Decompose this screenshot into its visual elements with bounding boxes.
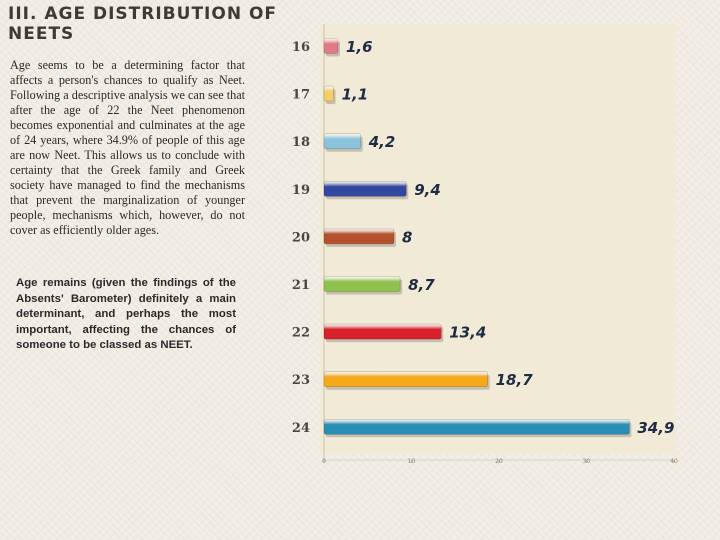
x-tick-label: 20 (495, 458, 503, 465)
category-label: 19 (292, 183, 310, 198)
value-label: 9,4 (414, 181, 441, 199)
bar (323, 228, 395, 245)
age-bar-chart: 16 1,6 17 1,1 18 4,2 19 9,4 20 8 21 8,7 22 13,4 23 18,7… (292, 24, 678, 465)
value-label: 13,4 (449, 324, 486, 342)
bar (323, 418, 630, 435)
x-tick-label: 30 (583, 458, 591, 465)
category-label: 16 (292, 40, 310, 55)
category-label: 18 (292, 135, 310, 150)
value-label: 18,7 (496, 371, 534, 389)
note-paragraph: Age remains (given the findings of the A… (16, 277, 236, 351)
bar (323, 181, 407, 197)
category-label: 17 (292, 88, 310, 103)
value-label: 8 (402, 228, 412, 246)
bar (323, 371, 488, 388)
category-label: 23 (292, 373, 310, 388)
bar (323, 323, 442, 340)
category-label: 24 (292, 421, 310, 436)
value-label: 4,2 (368, 133, 396, 151)
bar (323, 38, 339, 54)
category-label: 20 (292, 230, 310, 245)
x-tick-label: 10 (408, 458, 416, 465)
slide-title: III. AGE DISTRIBUTION OF NEETS (8, 4, 278, 44)
value-label: 34,9 (637, 419, 674, 437)
value-label: 8,7 (408, 276, 435, 294)
bar (323, 133, 362, 149)
category-label: 21 (292, 278, 310, 293)
x-tick-label: 0 (322, 458, 326, 465)
bar (323, 276, 401, 292)
category-label: 22 (292, 326, 310, 341)
body-paragraph: Age seems to be a determining factor tha… (10, 58, 245, 237)
bar (323, 85, 334, 102)
value-label: 1,1 (342, 86, 369, 104)
value-label: 1,6 (346, 38, 373, 56)
x-tick-label: 40 (670, 458, 678, 465)
